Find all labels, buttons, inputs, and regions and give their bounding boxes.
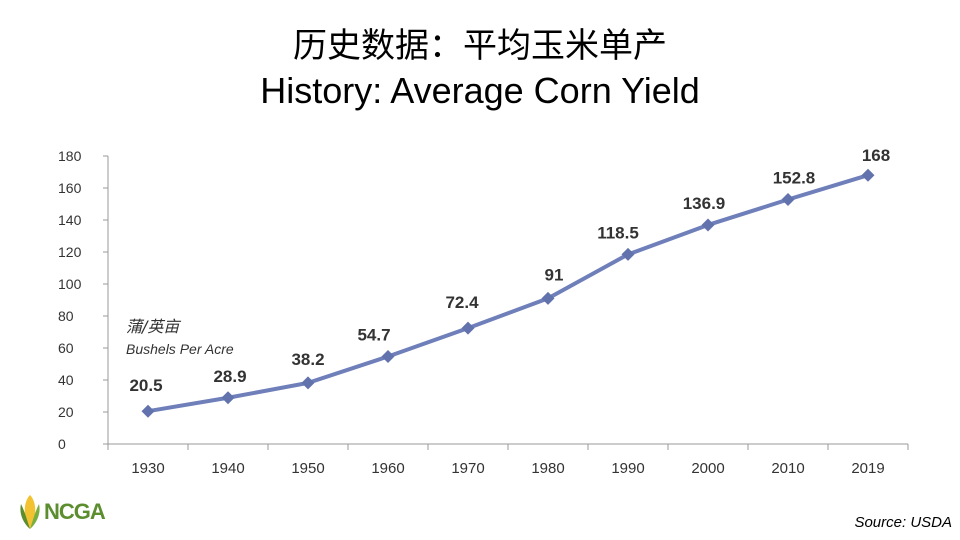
data-label: 152.8 (773, 169, 816, 188)
x-tick-label: 2010 (771, 460, 804, 477)
logo-text: NCGA (44, 499, 106, 524)
data-label: 38.2 (291, 350, 324, 369)
y-tick-label: 160 (58, 180, 82, 196)
chart-title-english: History: Average Corn Yield (260, 70, 700, 111)
y-tick-label: 40 (58, 372, 74, 388)
x-tick-label: 1960 (371, 460, 404, 477)
y-tick-label: 20 (58, 404, 74, 420)
x-tick-label: 2019 (851, 460, 884, 477)
data-label: 91 (545, 265, 564, 284)
x-tick-label: 1950 (291, 460, 324, 477)
data-point-marker (301, 376, 315, 390)
series-line (146, 173, 870, 414)
chart-plot-area: 20.5 28.9 38.2 54.7 72.4 91 118.5 136.9 152.8 168… (126, 146, 890, 418)
data-label: 136.9 (683, 194, 726, 213)
ncga-logo: NCGA (18, 492, 106, 532)
data-point-marker (861, 168, 875, 182)
data-label: 118.5 (597, 223, 639, 242)
x-tick-label: 2000 (691, 460, 724, 477)
y-tick-label: 80 (58, 308, 74, 324)
chart-title-chinese: 历史数据：平均玉米单产 (293, 26, 667, 66)
y-tick-label: 0 (58, 436, 66, 452)
data-label: 72.4 (445, 293, 479, 312)
unit-label-chinese: 蒲/英亩 (126, 317, 181, 336)
data-point-marker (381, 349, 395, 363)
data-point-marker (541, 291, 555, 305)
data-point-marker (701, 218, 715, 232)
y-tick-label: 140 (58, 212, 82, 228)
data-point-marker (621, 247, 635, 261)
x-tick-label: 1970 (451, 460, 484, 477)
corn-icon (20, 495, 40, 529)
data-point-marker (141, 404, 155, 418)
data-label: 20.5 (129, 376, 162, 395)
x-tick-label: 1940 (211, 460, 244, 477)
data-label: 54.7 (357, 325, 390, 344)
x-tick-label: 1930 (131, 460, 164, 477)
chart-axes: 0 20 40 60 80 100 120 140 160 180 1930 1940 1950 1960… (58, 148, 909, 477)
data-point-marker (221, 391, 235, 405)
data-point-marker (461, 321, 475, 335)
x-tick-label: 1990 (611, 460, 644, 477)
y-tick-label: 180 (58, 148, 82, 164)
y-tick-label: 100 (58, 276, 82, 292)
x-tick-label: 1980 (531, 460, 564, 477)
y-tick-label: 60 (58, 340, 74, 356)
data-point-marker (781, 193, 795, 207)
data-label: 168 (862, 146, 890, 165)
unit-label-english: Bushels Per Acre (126, 341, 234, 357)
source-note: Source: USDA (854, 514, 952, 531)
y-tick-label: 120 (58, 244, 82, 260)
data-label: 28.9 (213, 367, 246, 386)
